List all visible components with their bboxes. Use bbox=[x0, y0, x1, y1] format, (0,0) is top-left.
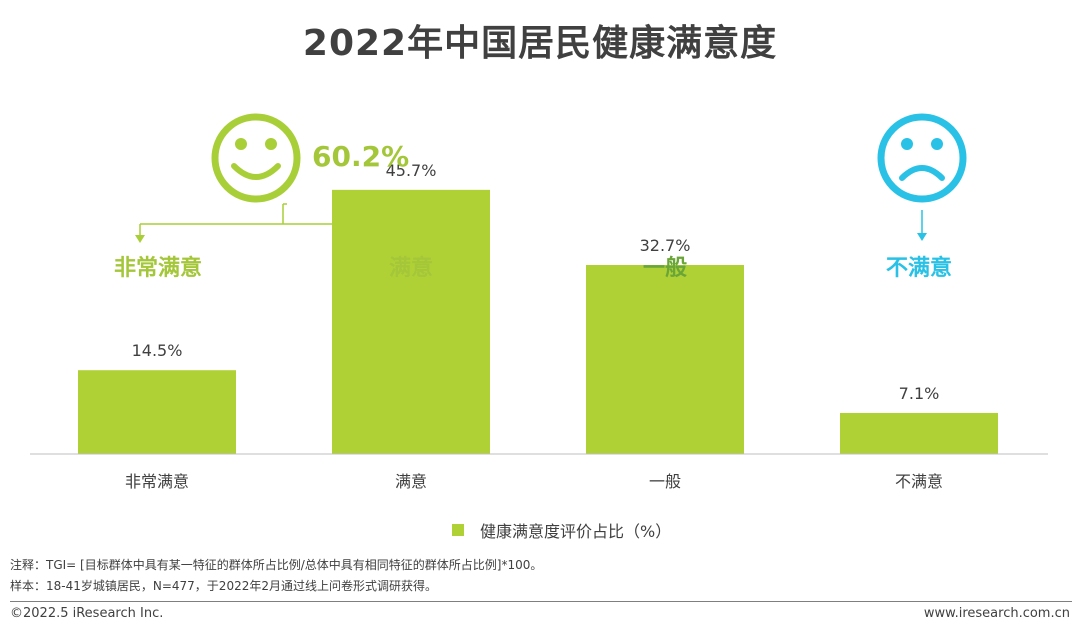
x-tick-label-0: 非常满意 bbox=[125, 472, 189, 491]
bar-0 bbox=[78, 370, 236, 454]
footer-divider bbox=[10, 601, 1072, 602]
data-label-0: 14.5% bbox=[132, 341, 183, 360]
satisfied-total-percent: 60.2% bbox=[312, 140, 410, 173]
top-label-dissatisfied: 不满意 bbox=[885, 256, 952, 281]
data-label-3: 7.1% bbox=[899, 384, 940, 403]
top-label-very-satisfied: 非常满意 bbox=[113, 256, 202, 281]
frowning-face-icon bbox=[877, 113, 967, 203]
footer-url: www.iresearch.com.cn bbox=[923, 606, 1070, 621]
top-label-satisfied: 满意 bbox=[388, 256, 433, 281]
x-tick-label-3: 不满意 bbox=[895, 472, 943, 491]
x-tick-label-2: 一般 bbox=[649, 472, 681, 491]
smiley-face-icon bbox=[211, 113, 301, 203]
data-label-1: 45.7% bbox=[386, 161, 437, 180]
top-label-neutral: 一般 bbox=[642, 256, 687, 281]
footer-copyright: ©2022.5 iResearch Inc. bbox=[10, 606, 164, 621]
bar-2 bbox=[586, 264, 744, 454]
x-tick-label-1: 满意 bbox=[395, 472, 427, 491]
chart-title: 2022年中国居民健康满意度 bbox=[302, 23, 778, 64]
note-tgi: 注释：TGI= [目标群体中具有某一特征的群体所占比例/总体中具有相同特征的群体… bbox=[10, 558, 543, 572]
bar-1 bbox=[332, 189, 490, 454]
legend-label: 健康满意度评价占比（%） bbox=[480, 522, 672, 541]
legend-swatch bbox=[452, 524, 464, 536]
bar-3 bbox=[840, 412, 998, 454]
dissatisfied-arrow bbox=[917, 210, 927, 241]
note-sample: 样本：18-41岁城镇居民，N=477，于2022年2月通过线上问卷形式调研获得… bbox=[10, 579, 437, 593]
chart-legend: 健康满意度评价占比（%） bbox=[452, 518, 671, 542]
data-label-2: 32.7% bbox=[640, 236, 691, 255]
